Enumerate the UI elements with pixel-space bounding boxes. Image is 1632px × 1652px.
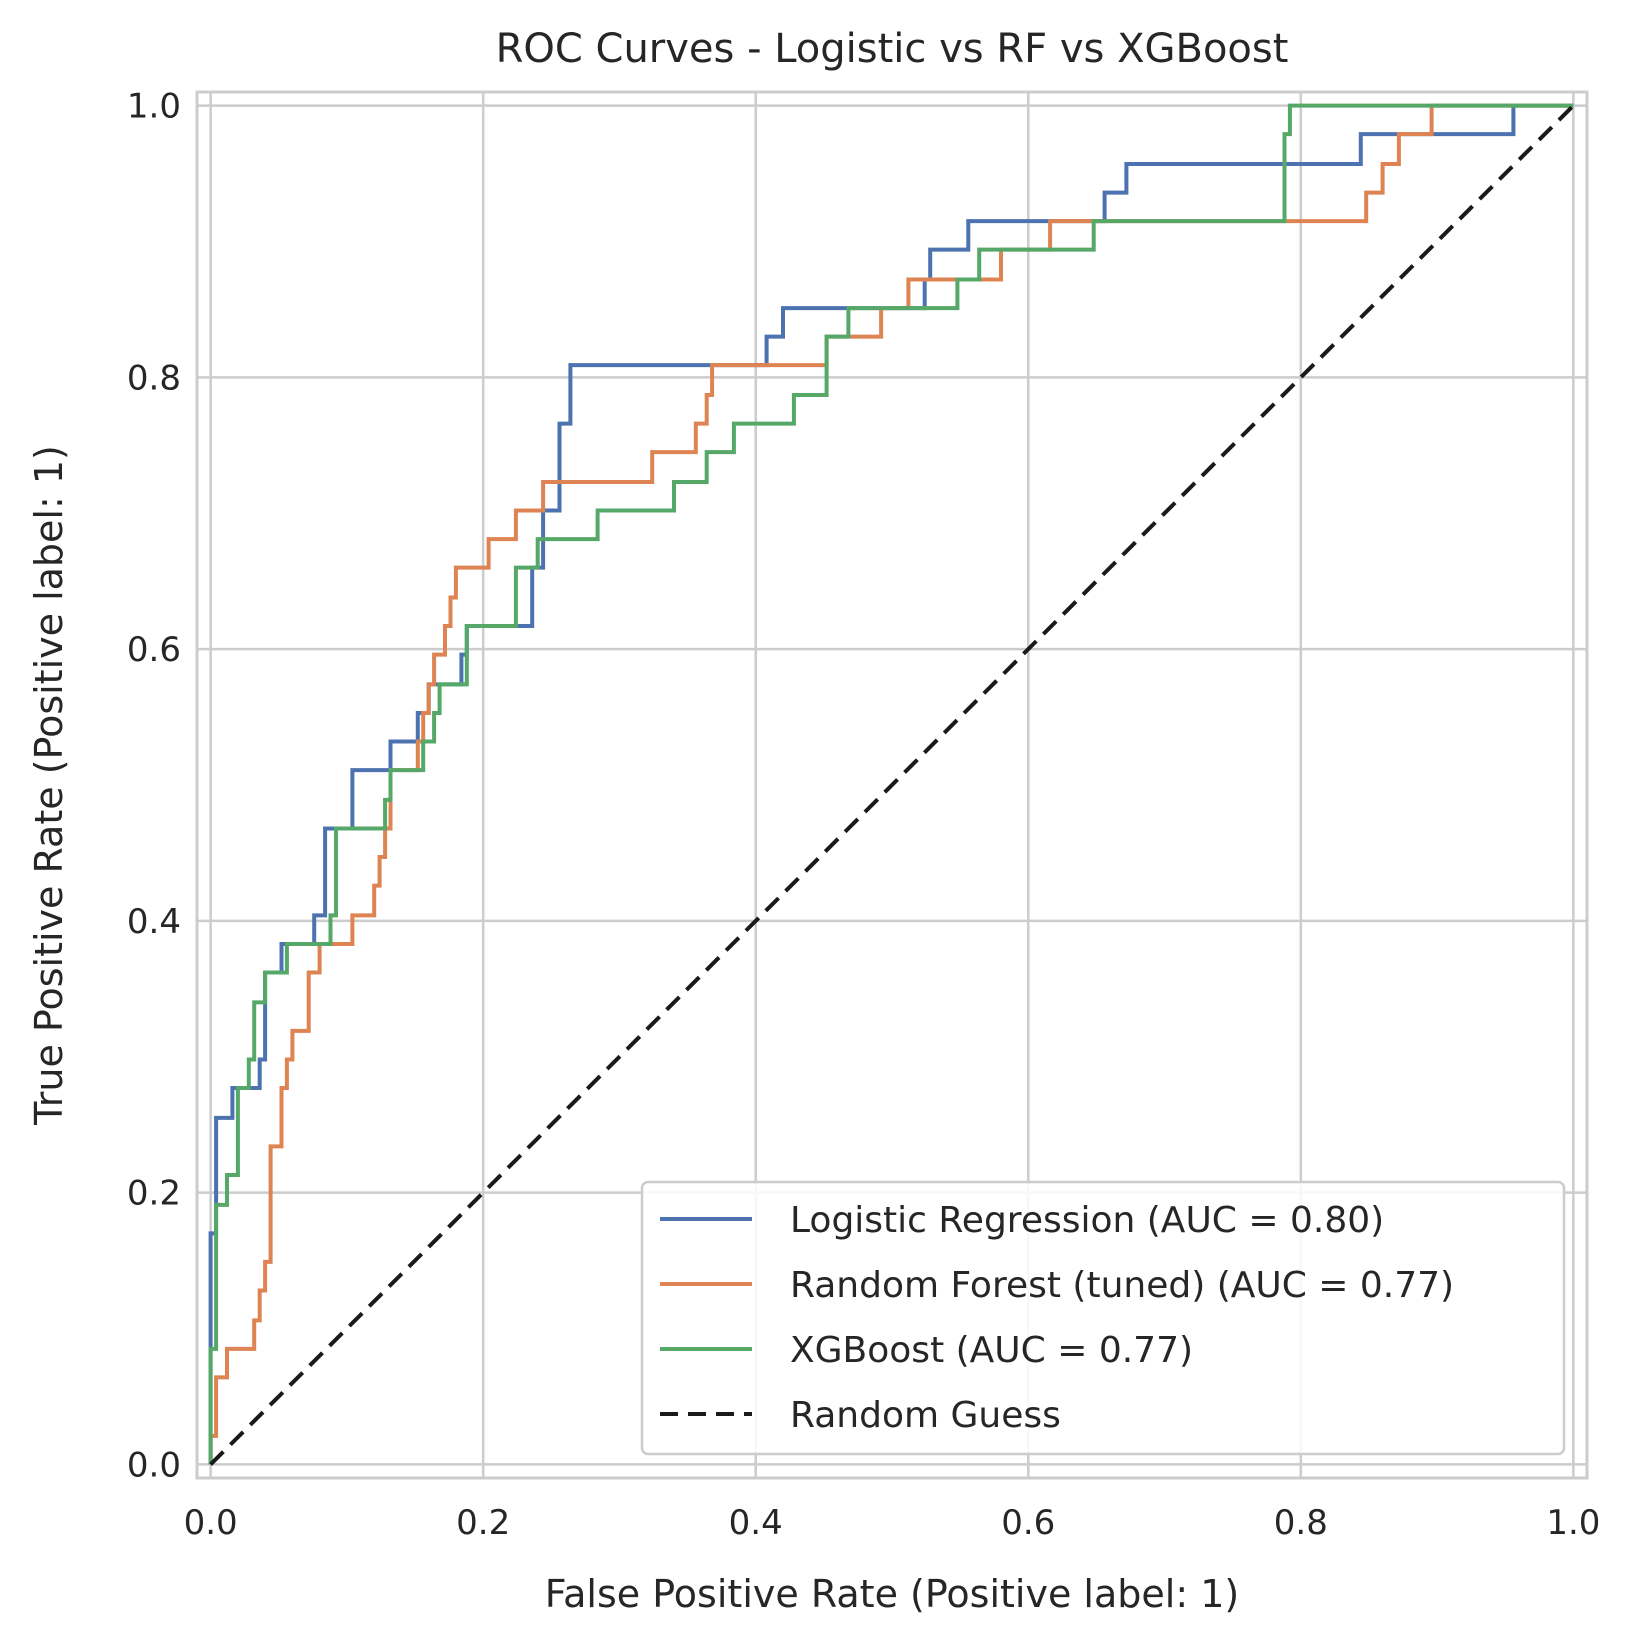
legend-frame [640, 1180, 1566, 1456]
y-tick-label: 0.8 [127, 358, 181, 398]
y-tick-label: 0.0 [127, 1445, 181, 1485]
legend-label-0: Logistic Regression (AUC = 0.80) [790, 1200, 1384, 1241]
x-tick-label: 0.2 [456, 1503, 510, 1543]
x-axis-label: False Positive Rate (Positive label: 1) [545, 1572, 1239, 1616]
x-tick-label: 0.4 [729, 1503, 783, 1543]
y-tick-label: 0.2 [127, 1174, 181, 1214]
x-tick-label: 0.6 [1001, 1503, 1055, 1543]
y-tick-label: 1.0 [127, 87, 181, 127]
legend-label-2: XGBoost (AUC = 0.77) [790, 1330, 1193, 1371]
chart-title: ROC Curves - Logistic vs RF vs XGBoost [496, 26, 1289, 72]
grid [197, 92, 1587, 1478]
legend-label-3: Random Guess [790, 1395, 1061, 1436]
series-line-1 [208, 103, 1574, 1465]
x-tick-label: 0.0 [184, 1503, 238, 1543]
x-tick-label: 0.8 [1274, 1503, 1328, 1543]
series-lines [208, 103, 1575, 1466]
y-tick-labels: 0.0 0.2 0.4 0.6 0.8 1.0 [127, 87, 181, 1486]
x-tick-labels: 0.0 0.2 0.4 0.6 0.8 1.0 [184, 1503, 1601, 1543]
legend-label-1: Random Forest (tuned) (AUC = 0.77) [790, 1265, 1454, 1306]
plot-frame [195, 90, 1589, 1480]
y-axis-label: True Positive Rate (Positive label: 1) [27, 445, 71, 1126]
series-line-2 [208, 103, 1574, 1465]
series-line-3 [209, 104, 1575, 1466]
legend: Logistic Regression (AUC = 0.80) Random F… [640, 1180, 1566, 1456]
y-tick-label: 0.6 [127, 630, 181, 670]
y-tick-label: 0.4 [127, 902, 181, 942]
x-tick-label: 1.0 [1546, 1503, 1600, 1543]
